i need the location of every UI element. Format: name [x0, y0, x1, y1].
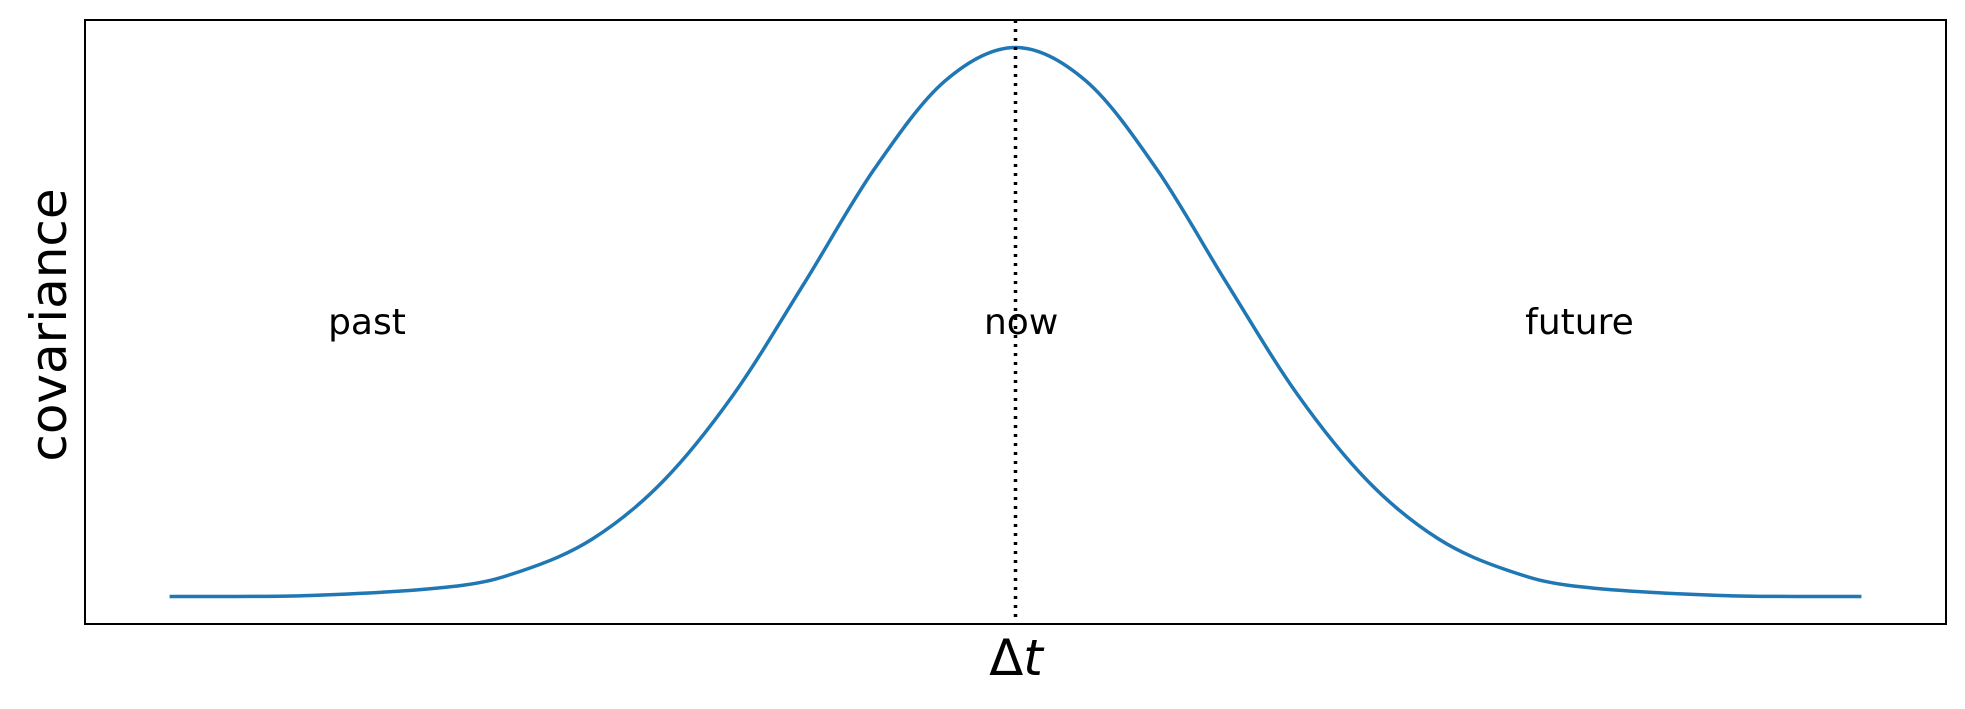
- x-axis-label-variable: t: [1023, 629, 1045, 687]
- x-axis-label: Δt: [989, 629, 1045, 687]
- x-axis-label-symbol: Δ: [989, 629, 1023, 687]
- y-axis-label: covariance: [20, 188, 78, 461]
- annotation-now: now: [984, 302, 1058, 343]
- annotation-past: past: [328, 302, 406, 343]
- annotation-future: future: [1525, 302, 1634, 343]
- plot-annotations: past now future: [328, 302, 1634, 343]
- plot-marks: [169, 20, 1862, 624]
